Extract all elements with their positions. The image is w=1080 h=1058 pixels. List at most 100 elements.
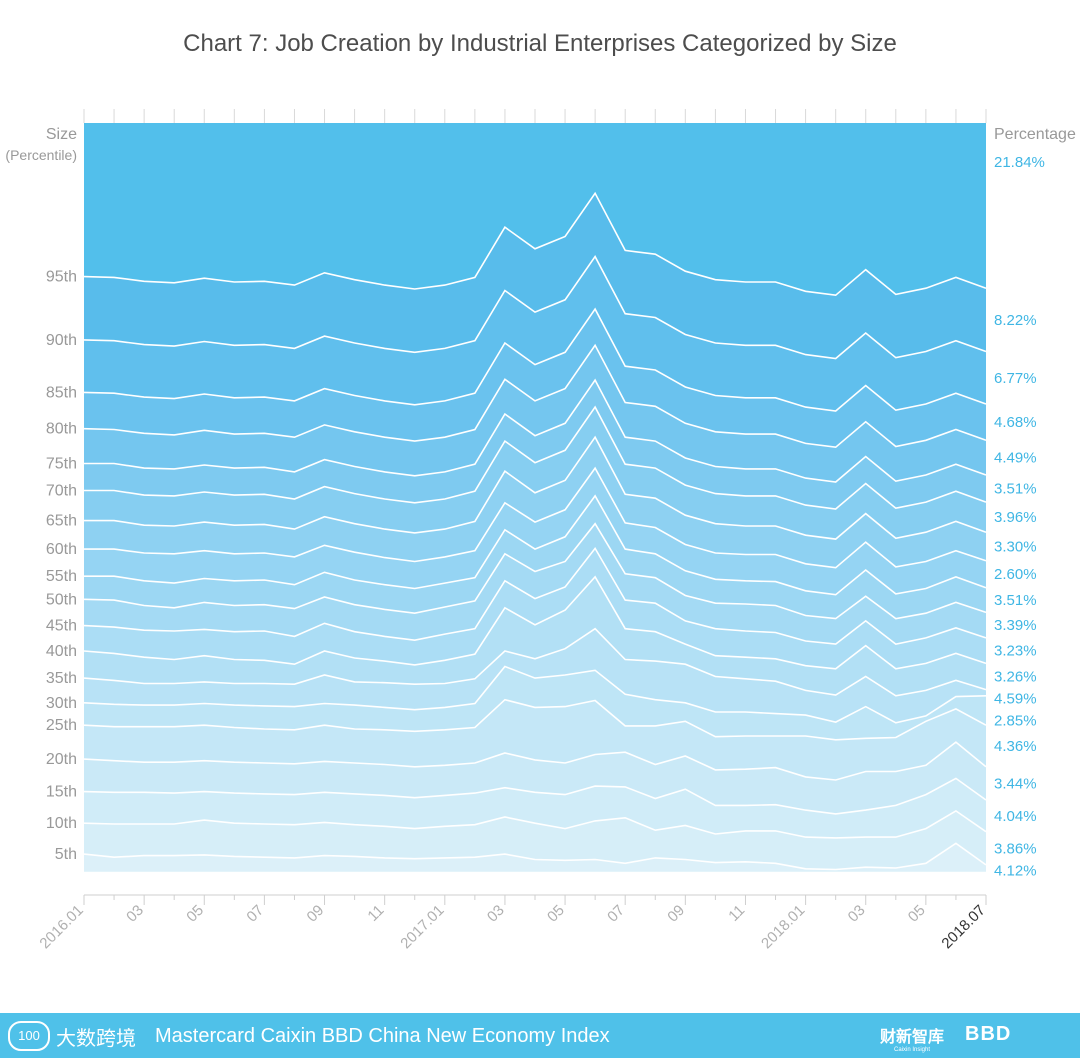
area-band-18: [84, 193, 986, 359]
percentile-line-35th: [83, 627, 987, 697]
caixin-insight-logo: 财新智库 Caixin Insight: [880, 1023, 944, 1053]
percentile-line-15th: [83, 777, 987, 815]
y-tick-label: 50th: [46, 591, 77, 608]
band-percentage-label: 4.59%: [994, 691, 1037, 708]
percentile-line-95th: [83, 191, 987, 297]
percentile-line-40th: [83, 575, 987, 670]
percentile-line-70th: [84, 405, 987, 510]
area-band-4: [84, 699, 986, 780]
band-percentage-label: 3.51%: [994, 481, 1037, 498]
area-band-6: [84, 628, 986, 723]
percentile-line-45th: [83, 546, 987, 645]
y-tick-label: 85th: [46, 384, 77, 401]
y-tick-label: 45th: [46, 618, 77, 635]
percentile-line-5th: [83, 842, 987, 871]
x-tick-label: 03: [845, 902, 869, 926]
band-percentage-label: 3.44%: [994, 775, 1037, 792]
area-band-9: [84, 523, 986, 645]
right-axis-title: Percentage: [994, 126, 1076, 143]
y-tick-label: 75th: [46, 455, 77, 472]
percentile-line-55th: [84, 494, 987, 596]
x-tick-label: 05: [183, 902, 207, 926]
left-axis-title: Size: [46, 126, 77, 143]
y-tick-label: 55th: [46, 568, 77, 585]
stacked-area-chart: 2016.01 03 05 07 09 11 2017.01 03 05 07 09 11 2018.0…: [5, 109, 1076, 952]
area-band-15: [84, 345, 986, 482]
percentile-line-20th: [83, 741, 987, 781]
x-tick-label: 2018.07: [938, 902, 988, 952]
percentile-line-50th: [83, 522, 987, 620]
y-tick-label: 25th: [46, 717, 77, 734]
band-percentage-label: 2.60%: [994, 566, 1037, 583]
area-band-1: [84, 810, 986, 870]
x-tick-label: 05: [905, 902, 929, 926]
band-percentage-label: 3.96%: [994, 509, 1037, 526]
x-tick-label: 2018.01: [758, 902, 808, 952]
y-tick-label: 95th: [46, 269, 77, 286]
area-band-16: [84, 309, 986, 448]
percentile-line-65th: [84, 435, 987, 540]
x-tick-label: 09: [304, 902, 328, 926]
percentile-line-30th: [83, 665, 987, 724]
logo-mid-subtext: Caixin Insight: [893, 1047, 931, 1053]
band-percentage-label: 6.77%: [994, 370, 1037, 387]
band-percentage-label: 4.12%: [994, 862, 1037, 879]
logo-mark: 100: [8, 1021, 50, 1051]
logo-mid-text: 财新智库: [880, 1029, 945, 1046]
band-percentage-label: 3.26%: [994, 669, 1037, 686]
band-percentage-label: 3.51%: [994, 592, 1037, 609]
y-tick-label: 60th: [46, 541, 77, 558]
percentile-line-60th: [84, 466, 987, 569]
x-tick-label: 2016.01: [36, 902, 86, 952]
x-tick-label: 09: [664, 902, 688, 926]
percentile-line-80th: [83, 343, 987, 449]
y-tick-label: 40th: [46, 643, 77, 660]
percentile-line-10th: [83, 809, 987, 839]
band-percentage-label: 8.22%: [994, 312, 1037, 329]
y-tick-label: 35th: [46, 670, 77, 687]
band-percentage-label: 3.86%: [994, 840, 1037, 857]
y-tick-label: 65th: [46, 513, 77, 530]
left-axis-title: (Percentile): [5, 147, 77, 163]
x-tick-label: 11: [725, 902, 748, 925]
y-tick-label: 30th: [46, 695, 77, 712]
band-percentage-label: 4.49%: [994, 450, 1037, 467]
area-band-17: [84, 256, 986, 411]
band-percentage-label: 2.85%: [994, 713, 1037, 730]
bbd-logo: BBD: [965, 1023, 1012, 1045]
x-tick-label: 2017.01: [397, 902, 447, 952]
band-percentage-label: 4.36%: [994, 738, 1037, 755]
y-tick-label: 5th: [55, 846, 77, 863]
area-band-8: [84, 548, 986, 669]
footer-bar: 100 大数跨境 Mastercard Caixin BBD China New…: [0, 1013, 1080, 1058]
footer-title: Mastercard Caixin BBD China New Economy …: [155, 1025, 610, 1047]
chart-title: Chart 7: Job Creation by Industrial Ente…: [183, 30, 897, 57]
y-tick-label: 15th: [46, 784, 77, 801]
area-band-0: [84, 843, 986, 872]
percentile-line-75th: [84, 378, 987, 483]
area-band-7: [84, 576, 986, 696]
area-band-5: [84, 666, 986, 740]
x-tick-label: 03: [123, 902, 147, 926]
x-tick-label: 07: [604, 902, 628, 926]
band-percentage-label: 4.04%: [994, 808, 1037, 825]
area-band-14: [84, 380, 986, 509]
percentile-line-90th: [83, 255, 987, 360]
area-band-10: [84, 495, 986, 619]
percentile-line-85th: [83, 307, 987, 412]
area-band-11: [84, 468, 986, 595]
y-tick-label: 70th: [46, 482, 77, 499]
y-tick-label: 20th: [46, 751, 77, 768]
y-tick-label: 90th: [46, 332, 77, 349]
area-band-19: [84, 123, 986, 296]
x-tick-label: 05: [544, 902, 568, 926]
y-tick-label: 10th: [46, 815, 77, 832]
x-tick-label: 11: [364, 902, 387, 925]
band-percentage-label: 3.23%: [994, 643, 1037, 660]
bigdata-crossborder-logo: 100 大数跨境: [8, 1021, 136, 1051]
band-percentage-label: 3.39%: [994, 617, 1037, 634]
area-band-3: [84, 742, 986, 814]
band-percentage-label: 3.30%: [994, 538, 1037, 555]
x-tick-label: 07: [243, 902, 267, 926]
y-tick-label: 80th: [46, 421, 77, 438]
